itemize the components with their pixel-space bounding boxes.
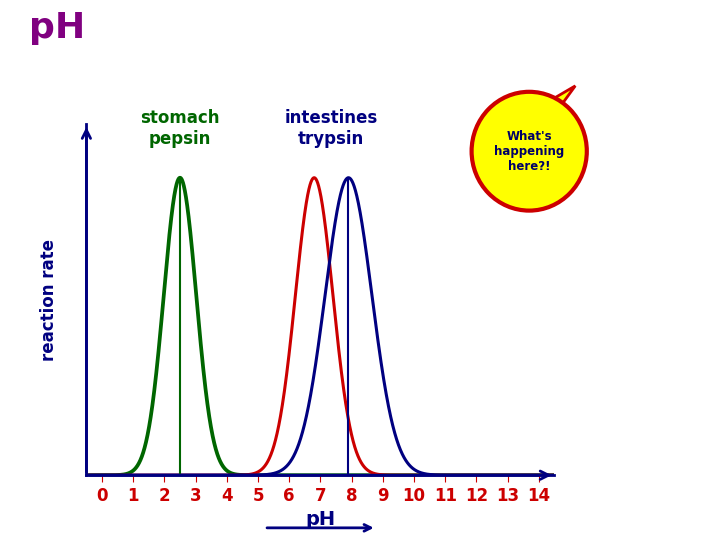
Text: intestines
trypsin: intestines trypsin: [284, 109, 378, 148]
Text: pH: pH: [29, 11, 85, 45]
Text: reaction rate: reaction rate: [40, 239, 58, 361]
Text: pH: pH: [305, 510, 336, 529]
Text: What's
happening
here?!: What's happening here?!: [494, 130, 564, 173]
Text: stomach
pepsin: stomach pepsin: [140, 109, 220, 148]
